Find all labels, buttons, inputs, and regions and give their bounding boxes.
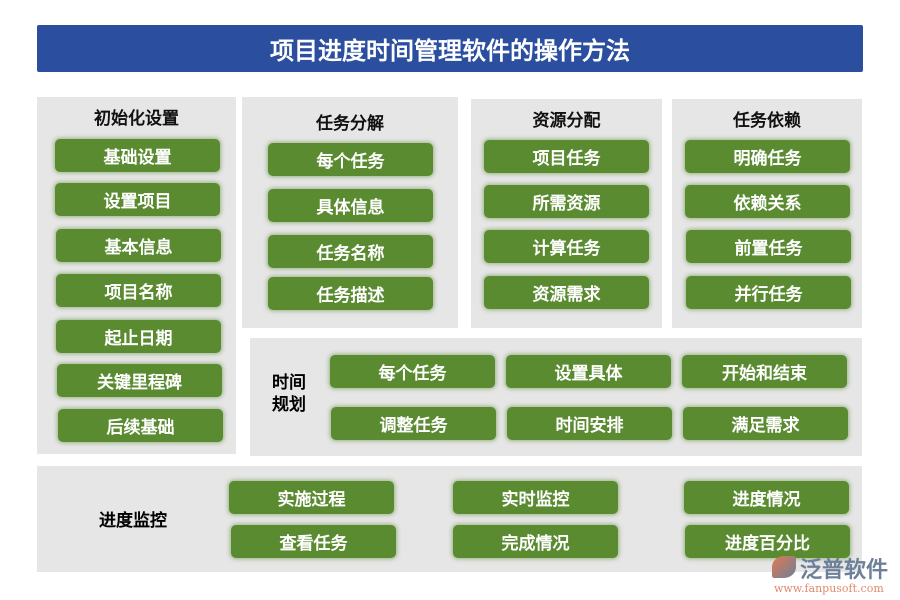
step-box: 进度情况 [684,481,849,514]
step-box: 起止日期 [56,320,221,353]
step-box: 依赖关系 [685,185,850,218]
step-box: 每个任务 [330,355,495,388]
step-box: 具体信息 [268,189,433,222]
step-box: 开始和结束 [682,355,847,388]
panel-title: 任务分解 [316,114,384,134]
step-box: 设置项目 [55,183,220,216]
logo-icon [772,556,796,578]
step-box: 关键里程碑 [57,364,222,397]
logo-url: www.fanpusoft.com [774,582,884,595]
step-box: 调整任务 [331,407,496,440]
panel-title: 初始化设置 [94,109,179,129]
step-box: 所需资源 [484,185,649,218]
step-box: 查看任务 [231,525,396,558]
step-box: 进度百分比 [685,525,850,558]
fanpu-logo: 泛普软件 www.fanpusoft.com [770,552,895,598]
panel-title: 时间 规划 [272,372,306,416]
step-box: 时间安排 [507,407,672,440]
step-box: 后续基础 [58,409,223,442]
step-box: 基础设置 [55,139,220,172]
step-box: 明确任务 [685,140,850,173]
panel-title-line: 规划 [272,395,306,415]
step-box: 任务描述 [268,277,433,310]
page-title: 项目进度时间管理软件的操作方法 [37,25,863,72]
panel-title: 进度监控 [99,511,167,531]
panel-title: 资源分配 [532,111,601,131]
panel-title-line: 时间 [272,373,306,393]
step-box: 前置任务 [686,230,851,263]
step-box: 满足需求 [683,407,848,440]
step-box: 计算任务 [484,230,649,263]
step-box: 完成情况 [453,525,618,558]
step-box: 任务名称 [268,235,433,268]
step-box: 每个任务 [268,143,433,176]
step-box: 基本信息 [56,229,221,262]
step-box: 项目名称 [56,274,221,307]
step-box: 并行任务 [686,276,851,309]
step-box: 实施过程 [229,481,394,514]
step-box: 项目任务 [484,140,649,173]
logo-name: 泛普软件 [800,558,889,583]
panel-title: 任务依赖 [733,111,801,131]
step-box: 实时监控 [453,481,618,514]
step-box: 资源需求 [484,276,649,309]
step-box: 设置具体 [506,355,671,388]
